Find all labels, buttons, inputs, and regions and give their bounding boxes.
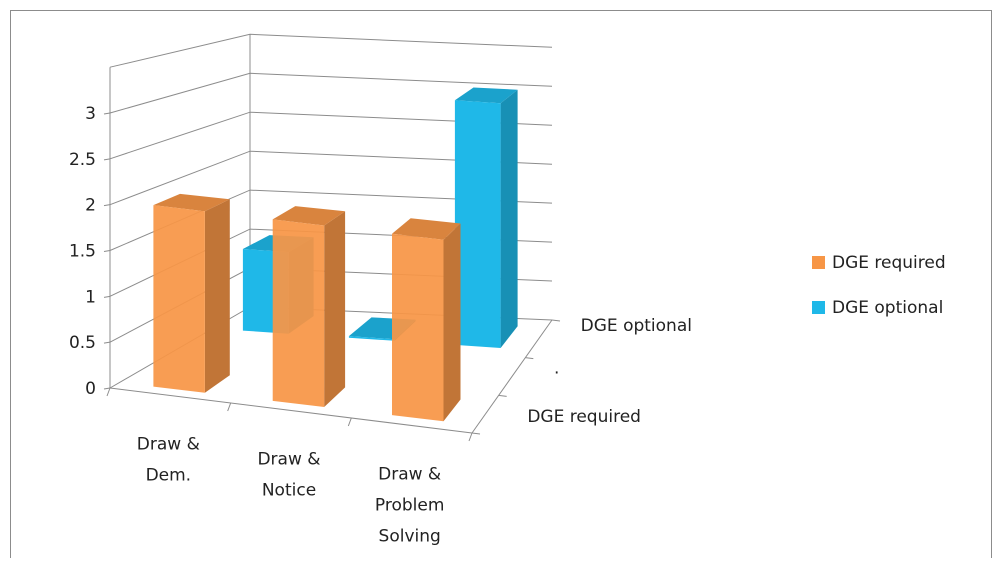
bar-side xyxy=(443,223,461,422)
bar-side xyxy=(500,89,518,348)
x-tick-label: Notice xyxy=(262,481,316,501)
bar-top xyxy=(153,193,230,212)
chart-labels: 0 0.5 1 1.5 2 2.5 3 Draw & Dem. Draw & Notice Draw … xyxy=(69,104,692,547)
bar-side xyxy=(324,211,346,407)
gridline-top xyxy=(109,33,553,68)
bar-top xyxy=(454,87,518,104)
x-tick-label: Draw & xyxy=(378,465,441,485)
bar xyxy=(392,233,444,422)
x-tick-label: Solving xyxy=(379,527,441,547)
x-tick-mark xyxy=(106,387,111,397)
y-tick-label: 0 xyxy=(85,379,96,399)
chart-axes xyxy=(103,34,561,442)
depth-tick-mark xyxy=(525,357,534,360)
y-tick-label: 1 xyxy=(85,287,96,307)
legend-swatch xyxy=(812,301,825,314)
chart-bars xyxy=(153,87,518,422)
y-tick-mark xyxy=(103,204,111,207)
depth-tick-mark xyxy=(498,394,507,397)
x-tick-label: Problem xyxy=(375,496,445,516)
x-tick-mark xyxy=(347,417,352,427)
bar xyxy=(348,336,395,341)
legend-swatch xyxy=(812,256,825,269)
bar xyxy=(454,100,501,348)
y-tick-mark xyxy=(103,250,111,252)
bar xyxy=(272,219,325,407)
x-axis-line xyxy=(109,387,473,434)
y-tick-mark xyxy=(103,295,111,298)
y-tick-label: 2 xyxy=(85,196,96,216)
y-tick-mark xyxy=(103,341,111,344)
y-tick-label: 0.5 xyxy=(69,333,96,353)
depth-tick-mark xyxy=(551,319,561,322)
y-tick-mark xyxy=(103,387,111,390)
depth-tick-mark xyxy=(471,432,481,435)
depth-tick-label: DGE optional xyxy=(581,316,692,336)
bar xyxy=(153,205,205,393)
legend-label: DGE required xyxy=(832,253,946,273)
x-tick-label: Draw & xyxy=(137,435,200,455)
bar-side xyxy=(204,199,230,393)
x-tick-label: Dem. xyxy=(146,466,192,486)
y-tick-label: 3 xyxy=(85,104,96,124)
y-tick-label: 1.5 xyxy=(69,242,96,262)
bar-top xyxy=(392,218,461,240)
bar-top xyxy=(272,206,346,226)
depth-axis-line xyxy=(471,319,553,434)
x-tick-mark xyxy=(468,432,473,442)
depth-tick-label: . xyxy=(554,359,559,379)
legend-label: DGE optional xyxy=(832,298,943,318)
y-tick-mark xyxy=(103,158,111,161)
y-tick-label: 2.5 xyxy=(69,150,96,170)
x-tick-mark xyxy=(227,402,232,412)
y-tick-mark xyxy=(103,112,111,115)
x-tick-label: Draw & xyxy=(257,450,320,470)
depth-tick-label: DGE required xyxy=(527,407,641,427)
chart-legend: DGE required DGE optional xyxy=(812,253,946,318)
